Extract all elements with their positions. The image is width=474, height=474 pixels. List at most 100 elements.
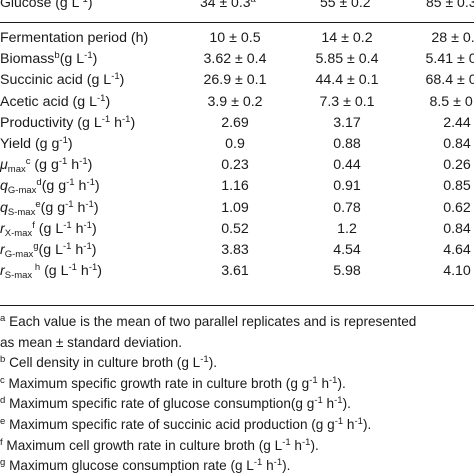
row-value-1: 0.52 xyxy=(221,220,249,237)
row-label-mid: h xyxy=(71,220,84,237)
row-value-1: 3.9 ± 0.2 xyxy=(207,93,263,110)
row-label: Biomassb(g L-1) xyxy=(0,49,97,70)
footnote-close: ). xyxy=(208,355,218,371)
row-label-mid: h xyxy=(74,178,87,195)
row-label: qG-maxd(g g-1 h-1) xyxy=(0,176,100,197)
footnote-mark: g xyxy=(0,457,6,469)
row-label: μmaxc (g g-1 h-1) xyxy=(0,155,92,176)
row-label: rS-max h (g L-1 h-1) xyxy=(0,261,102,282)
row-label-tail-sup: -1 xyxy=(63,219,72,231)
row-value-3: 0.26 xyxy=(443,157,471,174)
row-value-1: 2.69 xyxy=(221,114,249,131)
row-label: Acetic acid (g L-1) xyxy=(0,92,110,113)
footnote-mark: f xyxy=(0,436,3,448)
row-value-2: 5.98 xyxy=(333,263,361,280)
footnote-close: ). xyxy=(282,458,291,474)
row-label-sup2: -1 xyxy=(122,113,131,125)
row-label-close: ) xyxy=(119,72,125,89)
footnote-sup: -1 xyxy=(253,457,263,469)
footnote-mark: b xyxy=(0,354,6,366)
table-body: Fermentation period (h) 10 ± 0.5 14 ± 0.2 2… xyxy=(0,28,474,282)
footnote-mark: d xyxy=(0,395,6,407)
row-value-2: 1.2 xyxy=(337,220,357,237)
row-label-symbol: r xyxy=(0,263,5,280)
row-value-2: 4.54 xyxy=(333,241,361,258)
row-label-symbol: q xyxy=(0,178,8,195)
row-value-1: 3.83 xyxy=(221,241,249,258)
footnote-text: Maximum glucose consumption rate (g L xyxy=(5,458,254,474)
table-bottom-rule xyxy=(0,305,474,306)
table-row: μmaxc (g g-1 h-1) 0.23 0.44 0.26 xyxy=(0,155,474,176)
row-value-3: 5.41 ± 0.3 xyxy=(425,51,474,68)
row-label-close: ) xyxy=(87,157,93,174)
footnote-mark: e xyxy=(0,415,6,427)
row-value-2: 0.88 xyxy=(333,135,361,152)
row-label-tail: (g g xyxy=(40,199,66,216)
footnote-sup2: -1 xyxy=(354,415,363,427)
header-label: Glucose (g L-1) xyxy=(0,0,93,10)
footnote-text: as mean ± standard deviation. xyxy=(0,334,183,350)
footnote-sup: -1 xyxy=(309,374,318,386)
table-row: Succinic acid (g L-1) 26.9 ± 0.1 44.4 ± 0.… xyxy=(0,70,474,91)
row-value-3: 0.84 xyxy=(443,220,471,237)
table-row: Fermentation period (h) 10 ± 0.5 14 ± 0.2 2… xyxy=(0,28,474,49)
footnote-mid: h xyxy=(317,375,330,391)
row-label-sub: S-max xyxy=(7,206,36,218)
footnote-mark: c xyxy=(0,374,5,386)
row-label-mid: h xyxy=(71,241,84,258)
row-label-mid: h xyxy=(76,263,89,280)
row-label-sup: c xyxy=(25,156,31,168)
row-label-sup: -1 xyxy=(111,71,120,83)
footnote-close: ). xyxy=(362,416,372,432)
row-label-tail-sup: -1 xyxy=(66,177,75,189)
row-value-2: 0.44 xyxy=(333,157,361,174)
table-row: Acetic acid (g L-1) 3.9 ± 0.2 7.3 ± 0.1 8.5… xyxy=(0,92,474,113)
table-header-row: Glucose (g L-1) 34 ± 0.3a 55 ± 0.2 85 ± … xyxy=(0,0,474,16)
footnote-mid: h xyxy=(343,416,355,432)
row-label: Succinic acid (g L-1) xyxy=(0,70,124,91)
row-label-sub: max xyxy=(7,164,26,176)
row-label-sup: g xyxy=(33,240,39,252)
row-label-symbol: r xyxy=(0,241,5,258)
row-label-tail: (g g xyxy=(30,157,59,174)
row-value-2: 5.85 ± 0.4 xyxy=(315,51,379,68)
row-label-symbol: q xyxy=(0,199,8,216)
row-label-mid: h xyxy=(73,199,86,216)
row-label-sup: e xyxy=(35,198,41,210)
footnote-line: g Maximum glucose consumption rate (g L-… xyxy=(0,456,474,474)
row-label-symbol: μ xyxy=(0,157,8,174)
row-label-sup2: -1 xyxy=(83,219,92,231)
row-label-close: ) xyxy=(93,199,99,216)
footnote-close: ). xyxy=(310,437,319,453)
row-label-tail-sup: -1 xyxy=(65,198,74,210)
table-row: rS-max h (g L-1 h-1) 3.61 5.98 4.10 xyxy=(0,261,474,282)
row-value-3: 28 ± 0.6 xyxy=(431,30,474,46)
footnote-line: d Maximum specific rate of glucose consu… xyxy=(0,394,474,415)
footnote-sup: -1 xyxy=(314,395,323,407)
row-label-sup: h xyxy=(32,262,41,274)
row-label-close: ) xyxy=(67,135,73,152)
row-label-close: ) xyxy=(91,241,97,258)
row-value-3: 8.5 ± 0.2 xyxy=(429,93,474,110)
footnote-mark: a xyxy=(0,313,6,324)
row-label-sub: X-max xyxy=(4,227,33,239)
table-row: Yield (g g-1) 0.9 0.88 0.84 xyxy=(0,134,474,155)
row-value-2: 7.3 ± 0.1 xyxy=(319,93,375,110)
row-value-3: 68.4 ± 0.2 xyxy=(425,72,474,89)
row-label-sup: d xyxy=(36,177,42,189)
row-label-text: Yield (g g xyxy=(0,135,60,152)
row-value-2: 3.17 xyxy=(333,114,361,131)
row-label-tail-sup: -1 xyxy=(68,262,77,274)
row-label-symbol: r xyxy=(0,220,5,237)
table-row: Productivity (g L-1 h-1) 2.69 3.17 2.44 xyxy=(0,113,474,134)
row-label-tail-sup: -1 xyxy=(84,50,93,62)
row-label-sup: b xyxy=(54,50,60,62)
footnote-line: f Maximum cell growth rate in culture br… xyxy=(0,436,474,457)
header-value-3: 85 ± 0.3 xyxy=(426,0,474,10)
row-label-sup2: -1 xyxy=(86,177,95,189)
row-label-sup: f xyxy=(32,219,35,231)
row-label-close: ) xyxy=(92,51,98,68)
table-row: qS-maxe(g g-1 h-1) 1.09 0.78 0.62 xyxy=(0,198,474,219)
table-row: rG-maxg(g L-1 h-1) 3.83 4.54 4.64 xyxy=(0,240,474,261)
